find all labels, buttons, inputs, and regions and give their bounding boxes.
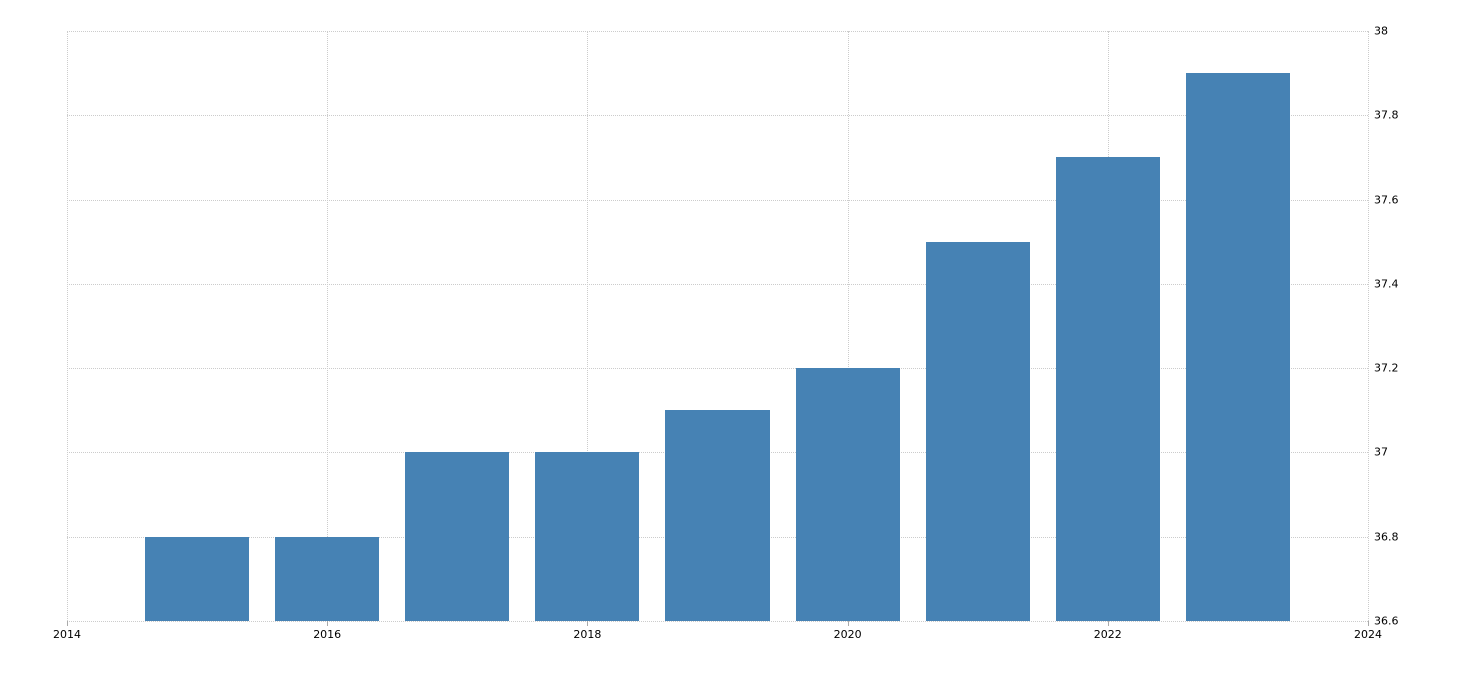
v-gridline [67, 31, 68, 621]
x-tick-label: 2020 [833, 628, 862, 641]
y-tick-label: 36.8 [1374, 530, 1399, 544]
bar-2019[interactable] [665, 410, 770, 621]
v-gridline [327, 31, 329, 621]
x-tick-label: 2018 [573, 628, 602, 641]
bar-2016[interactable] [275, 536, 380, 621]
bar-2021[interactable] [925, 241, 1030, 621]
bar-2023[interactable] [1185, 73, 1290, 621]
x-tick-mark [847, 621, 849, 626]
bar-2017[interactable] [405, 452, 510, 621]
h-gridline [67, 621, 1368, 622]
v-gridline [847, 31, 849, 621]
h-gridline [67, 199, 1368, 201]
y-tick-label: 37 [1374, 445, 1388, 459]
y-tick-label: 37.8 [1374, 108, 1399, 122]
x-tick-label: 2014 [53, 628, 81, 641]
x-tick-label: 2022 [1093, 628, 1122, 641]
x-tick-label: 2024 [1354, 628, 1382, 641]
bar-2018[interactable] [535, 452, 640, 621]
bar-2015[interactable] [145, 536, 250, 621]
y-tick-label: 38 [1374, 24, 1388, 38]
y-tick-label: 36.6 [1374, 614, 1399, 628]
v-gridline [1368, 31, 1369, 621]
x-tick-mark [587, 621, 589, 626]
y-tick-label: 37.4 [1374, 277, 1399, 291]
h-gridline [67, 31, 1368, 32]
bar-2022[interactable] [1055, 157, 1160, 621]
y-tick-label: 37.6 [1374, 193, 1399, 207]
h-gridline [67, 283, 1368, 285]
x-tick-mark [1368, 621, 1369, 626]
x-tick-mark [67, 621, 68, 626]
x-tick-mark [327, 621, 329, 626]
bar-2020[interactable] [795, 368, 900, 621]
x-tick-mark [1107, 621, 1109, 626]
x-tick-label: 2016 [313, 628, 342, 641]
v-gridline [587, 31, 589, 621]
y-tick-label: 37.2 [1374, 361, 1399, 375]
h-gridline [67, 115, 1368, 117]
h-gridline [67, 368, 1368, 370]
plot-area [67, 31, 1369, 622]
